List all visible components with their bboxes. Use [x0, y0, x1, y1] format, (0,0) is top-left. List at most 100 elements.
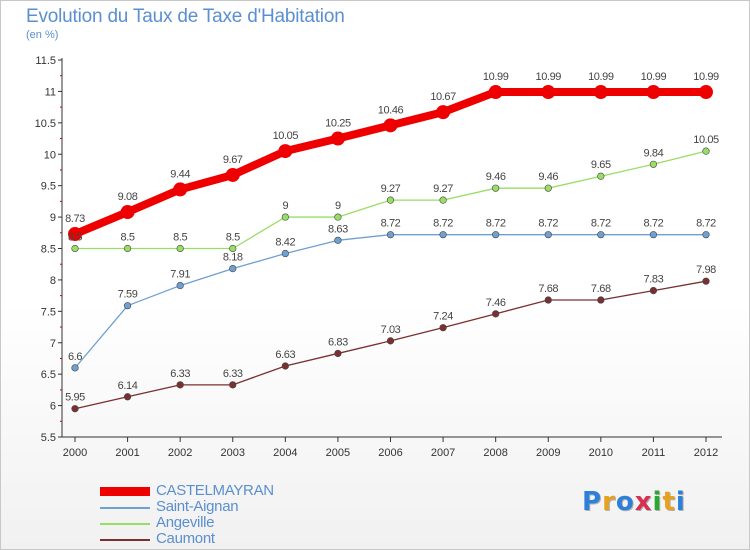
- data-label: 8.72: [696, 218, 716, 230]
- chart-title: Evolution du Taux de Taxe d'Habitation: [26, 6, 345, 27]
- data-point: [281, 213, 289, 221]
- x-tick-label: 2011: [642, 447, 666, 459]
- data-point: [593, 85, 608, 100]
- y-tick-label: 11: [45, 86, 56, 98]
- x-tick-label: 2010: [589, 447, 613, 459]
- data-point: [281, 362, 289, 370]
- data-label: 9.46: [486, 171, 506, 183]
- data-label: 6.6: [68, 351, 82, 363]
- data-label: 7.83: [644, 274, 664, 286]
- data-point: [123, 302, 132, 310]
- x-tick-label: 2008: [483, 447, 507, 459]
- data-label: 10.99: [693, 71, 719, 83]
- data-point: [439, 231, 447, 239]
- data-point: [544, 184, 552, 192]
- y-tick-label: 10.5: [35, 118, 56, 130]
- data-label: 9.44: [170, 168, 190, 180]
- data-point: [71, 244, 79, 253]
- data-point: [68, 227, 82, 242]
- data-label: 6.33: [170, 368, 190, 380]
- data-point: [439, 196, 447, 204]
- data-label: 10.99: [483, 71, 509, 83]
- data-point: [544, 231, 552, 239]
- data-point: [597, 172, 605, 180]
- data-point: [386, 196, 395, 204]
- y-tick-label: 10: [44, 149, 56, 161]
- data-point: [386, 231, 395, 239]
- data-label: 10.25: [325, 118, 351, 130]
- data-label: 9: [282, 200, 288, 212]
- legend-label: Angeville: [156, 514, 215, 531]
- data-point: [229, 244, 237, 253]
- data-label: 9.46: [538, 171, 558, 183]
- x-tick-label: 2012: [694, 447, 718, 459]
- data-label: 9: [335, 200, 341, 212]
- series-line-saint-aignan: [74, 234, 707, 369]
- legend-label: CASTELMAYRAN: [156, 482, 274, 499]
- x-tick-label: 2005: [326, 447, 350, 459]
- data-point: [649, 286, 658, 295]
- data-label: 7.68: [591, 283, 611, 295]
- data-label: 10.67: [430, 91, 456, 103]
- chart-unit: (en %): [26, 29, 59, 41]
- legend-label: Saint-Aignan: [156, 498, 239, 515]
- legend-swatch: [100, 507, 150, 509]
- data-label: 10.05: [273, 130, 299, 142]
- data-point: [176, 281, 184, 290]
- data-label: 8.72: [538, 218, 558, 230]
- data-point: [281, 249, 289, 258]
- data-label: 8.5: [121, 232, 135, 244]
- proxiti-logo: Proxiti: [582, 487, 686, 517]
- data-point: [649, 231, 658, 239]
- y-tick-label: 9: [50, 212, 56, 224]
- data-point: [176, 244, 184, 253]
- data-label: 8.72: [644, 218, 664, 230]
- legend-swatch: [100, 539, 150, 541]
- data-label: 8.72: [591, 218, 611, 230]
- data-label: 9.27: [433, 183, 453, 195]
- data-point: [123, 244, 132, 253]
- x-tick-label: 2001: [115, 447, 139, 459]
- data-point: [383, 118, 398, 133]
- data-point: [492, 184, 500, 192]
- data-label: 9.67: [223, 154, 243, 166]
- data-point: [229, 265, 237, 273]
- data-label: 8.5: [68, 232, 82, 244]
- x-tick-label: 2006: [378, 447, 402, 459]
- data-label: 7.59: [118, 289, 138, 301]
- data-point: [330, 131, 345, 146]
- data-label: 9.27: [381, 183, 401, 195]
- legend-swatch: [100, 487, 150, 496]
- series-line-caumont: [74, 280, 707, 410]
- data-point: [702, 231, 710, 239]
- data-point: [334, 349, 342, 358]
- y-tick-label: 6: [50, 401, 56, 413]
- data-label: 8.72: [433, 218, 453, 230]
- data-label: 8.63: [328, 223, 348, 235]
- data-label: 10.46: [378, 104, 404, 116]
- data-point: [597, 231, 605, 239]
- y-tick-label: 7: [50, 338, 56, 350]
- data-label: 10.99: [535, 71, 561, 83]
- data-point: [436, 105, 451, 120]
- data-point: [334, 236, 342, 244]
- data-point: [649, 160, 658, 168]
- legend-label: Caumont: [156, 530, 215, 547]
- y-tick-label: 5.5: [41, 432, 56, 444]
- data-point: [229, 381, 237, 389]
- data-point: [439, 324, 447, 332]
- data-label: 5.95: [65, 392, 85, 404]
- data-point: [544, 296, 552, 304]
- data-label: 9.65: [591, 159, 611, 171]
- data-point: [123, 393, 132, 401]
- y-tick-label: 7.5: [41, 306, 56, 318]
- data-point: [702, 147, 710, 155]
- data-point: [492, 310, 500, 318]
- data-point: [386, 337, 395, 345]
- data-point: [492, 231, 500, 239]
- data-label: 8.72: [486, 218, 506, 230]
- data-label: 9.84: [644, 147, 664, 159]
- data-point: [597, 296, 605, 304]
- data-point: [176, 381, 184, 389]
- data-label: 7.46: [486, 297, 506, 309]
